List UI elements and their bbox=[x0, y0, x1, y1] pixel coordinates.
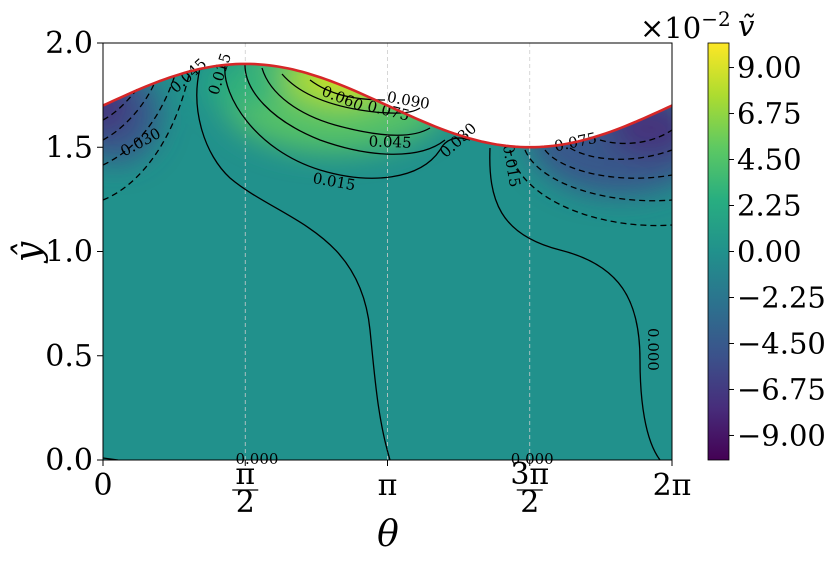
contour-label: 0.045 bbox=[368, 132, 412, 151]
x-tick-label-numerator: π bbox=[235, 457, 255, 492]
colorbar-tick-label: 6.75 bbox=[737, 97, 802, 131]
contour-dashed-8 bbox=[569, 147, 672, 160]
colorbar-tick-label: −9.00 bbox=[737, 418, 826, 452]
colorbar-ticks: 9.00 6.75 4.50 2.25 0.00 −2.25 −4.50 −6.75 −9.00 bbox=[729, 51, 826, 452]
y-tick-label: 2.0 bbox=[45, 26, 93, 61]
contour-solid-7 bbox=[489, 147, 661, 460]
contour-label: 0.000 bbox=[235, 450, 278, 468]
y-axis-label: ŷ bbox=[8, 241, 49, 264]
boundary-curve bbox=[102, 62, 673, 149]
contour-dashed-9 bbox=[599, 129, 672, 145]
contour-solid-4 bbox=[261, 67, 431, 136]
colorbar-tick-label: −6.75 bbox=[737, 372, 826, 406]
y-tick-label: 0.0 bbox=[45, 443, 93, 478]
contour-solid-1 bbox=[196, 67, 391, 460]
contour-solid-3 bbox=[244, 64, 446, 155]
colorbar-tick-label: 4.50 bbox=[737, 143, 802, 177]
colorbar-tick-label: −2.25 bbox=[737, 280, 826, 314]
contour-dashed-2 bbox=[103, 74, 176, 166]
contour-dashed-1 bbox=[103, 69, 191, 201]
colorbar bbox=[707, 42, 730, 461]
colorbar-tick-label: −4.50 bbox=[737, 326, 826, 360]
x-tick-label-denominator: 2 bbox=[520, 485, 539, 520]
colorbar-multiplier: ×10−2 bbox=[640, 7, 731, 45]
contour-dashed-6 bbox=[524, 149, 672, 202]
colorbar-tick-label: 0.00 bbox=[737, 235, 802, 269]
contour-dashed-3 bbox=[103, 81, 156, 141]
y-tick-label: 1.5 bbox=[45, 130, 93, 165]
x-tick-label: π bbox=[378, 468, 398, 503]
contour-label: 0.000 bbox=[511, 450, 554, 468]
x-tick-label-denominator: 2 bbox=[236, 485, 255, 520]
x-tick-label-numerator: 3π bbox=[510, 457, 549, 492]
y-axis-ticks: 0.0 0.5 1.0 1.5 2.0 bbox=[45, 26, 103, 478]
y-tick-label: 0.5 bbox=[45, 339, 93, 374]
colorbar-tick-label: 2.25 bbox=[737, 189, 802, 223]
colorbar-tick-label: 9.00 bbox=[737, 51, 802, 85]
contour-dashed-7 bbox=[544, 149, 672, 179]
contour-solid-2 bbox=[224, 65, 471, 179]
contour-label: 0.000 bbox=[644, 328, 662, 371]
x-axis-ticks: 0 π2 π 3π2 2π bbox=[93, 457, 691, 520]
y-tick-label: 1.0 bbox=[45, 235, 93, 270]
x-tick-label: 2π bbox=[653, 468, 692, 503]
x-tick-label: 0 bbox=[93, 468, 112, 503]
contour-dashed-5 bbox=[509, 149, 672, 227]
colorbar-title: ṽ bbox=[738, 9, 755, 43]
x-axis-label: θ bbox=[377, 514, 399, 555]
